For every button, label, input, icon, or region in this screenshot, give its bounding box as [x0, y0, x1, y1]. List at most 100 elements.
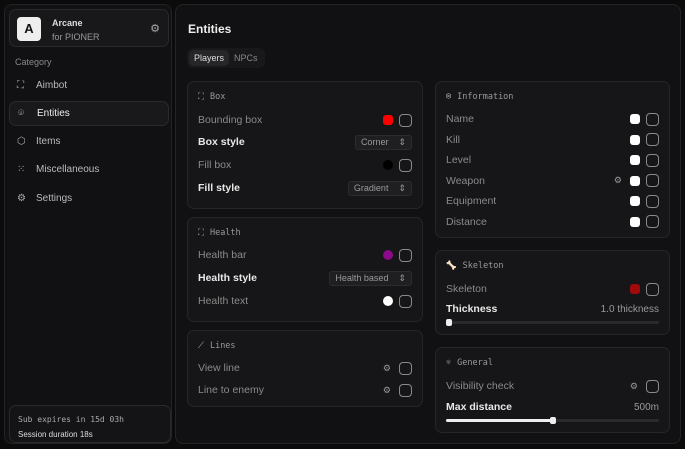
- card-title: General: [457, 358, 493, 368]
- skeleton-color[interactable]: [630, 284, 640, 294]
- scan-user-icon: ⌾: [446, 92, 452, 102]
- general-card: ☼ General Visibility check ⚙ Max distance 5…: [435, 347, 670, 433]
- info-color[interactable]: [630, 134, 640, 145]
- health-text-color[interactable]: [383, 296, 393, 306]
- lines-card: ⟋ Lines View line ⚙ Line to enemy ⚙: [187, 330, 423, 407]
- line-icon: ⟋: [198, 341, 204, 351]
- info-color[interactable]: [630, 155, 640, 165]
- max-distance-value: 500m: [633, 401, 659, 413]
- grid-icon: ⁙: [17, 164, 26, 175]
- sidebar-item-entities[interactable]: ⌾ Entities: [9, 101, 169, 126]
- info-color[interactable]: [630, 196, 640, 206]
- info-color[interactable]: [630, 114, 640, 124]
- chevron-updown-icon: ⇕: [398, 182, 406, 193]
- box-style-select[interactable]: Corner ⇕: [354, 134, 412, 150]
- bounding-box-label: Bounding box: [198, 114, 263, 126]
- gear-icon[interactable]: ⚙: [382, 384, 391, 395]
- line-to-enemy-checkbox[interactable]: [399, 383, 412, 397]
- chevron-updown-icon: ⇕: [398, 136, 406, 147]
- info-row-weapon: Weapon ⚙: [446, 171, 659, 191]
- gear-icon[interactable]: ⚙: [613, 175, 622, 185]
- health-text-label: Health text: [198, 295, 249, 307]
- visibility-check-label: Visibility check: [446, 380, 515, 392]
- info-label: Name: [446, 113, 475, 125]
- slider-handle[interactable]: [446, 319, 452, 326]
- health-bar-color[interactable]: [383, 250, 393, 260]
- sidebar: A Arcane for PIONER ⚙ Category ⛶ Aimbot ⌾…: [4, 4, 172, 444]
- skeleton-checkbox[interactable]: [646, 282, 659, 296]
- sidebar-item-label: Entities: [37, 108, 70, 119]
- gear-icon: ⚙: [17, 193, 26, 204]
- info-label: Weapon: [446, 174, 485, 187]
- sidebar-item-label: Settings: [36, 193, 73, 204]
- box-card: ⛶ Box Bounding box Box style Corner ⇕ Fill …: [187, 81, 423, 209]
- scan-user-icon: ⌾: [18, 108, 24, 119]
- info-checkbox[interactable]: [646, 174, 659, 187]
- health-card: ⛶ Health Health bar Health style Health ba…: [187, 217, 423, 322]
- sidebar-item-miscellaneous[interactable]: ⁙ Miscellaneous: [9, 157, 169, 182]
- tab-bar: Players NPCs: [187, 48, 265, 68]
- card-title: Health: [209, 228, 241, 238]
- sidebar-item-label: Miscellaneous: [36, 164, 100, 175]
- thickness-label: Thickness: [446, 303, 498, 315]
- box-frame-icon: ⛶: [198, 92, 204, 102]
- select-value: Corner: [360, 137, 389, 147]
- info-checkbox[interactable]: [646, 153, 659, 167]
- health-style-label: Health style: [198, 272, 257, 284]
- tab-players[interactable]: Players: [189, 50, 230, 66]
- info-row-name: Name: [446, 109, 659, 129]
- skeleton-label: Skeleton: [446, 283, 487, 295]
- sub-expires: Sub expires in 15d 03h: [18, 415, 124, 424]
- tab-npcs[interactable]: NPCs: [234, 53, 258, 63]
- app-subtitle: for PIONER: [52, 32, 100, 42]
- info-checkbox[interactable]: [646, 112, 659, 126]
- gear-icon[interactable]: ⚙: [150, 23, 160, 35]
- thickness-slider[interactable]: [446, 319, 659, 326]
- info-checkbox[interactable]: [646, 133, 659, 146]
- bounding-box-color[interactable]: [383, 115, 393, 125]
- gear-icon[interactable]: ⚙: [382, 362, 391, 373]
- info-label: Level: [446, 154, 472, 166]
- info-label: Distance: [446, 215, 487, 228]
- health-bar-checkbox[interactable]: [399, 248, 412, 262]
- select-value: Health based: [335, 273, 389, 283]
- slider-fill: [446, 419, 553, 422]
- card-title: Lines: [209, 341, 236, 351]
- app-logo: A: [17, 17, 41, 41]
- fill-box-label: Fill box: [198, 159, 232, 171]
- sidebar-item-label: Aimbot: [36, 80, 68, 91]
- information-card: ⌾ Information Name Kill Level Weapon ⚙ Equipme…: [435, 81, 670, 238]
- info-color[interactable]: [630, 175, 640, 186]
- card-title: Box: [209, 92, 226, 102]
- box-style-label: Box style: [198, 136, 245, 148]
- info-checkbox[interactable]: [646, 215, 659, 228]
- box-frame-icon: ⛶: [198, 228, 204, 238]
- info-color[interactable]: [630, 216, 640, 227]
- slider-handle[interactable]: [549, 417, 556, 424]
- max-distance-slider[interactable]: [446, 417, 659, 424]
- health-bar-label: Health bar: [198, 249, 247, 261]
- main-panel: Entities Players NPCs ⛶ Box Bounding box …: [175, 4, 681, 444]
- fill-style-select[interactable]: Gradient ⇕: [347, 180, 412, 196]
- info-row-equipment: Equipment: [446, 191, 659, 211]
- fill-box-checkbox[interactable]: [399, 158, 412, 172]
- max-distance-label: Max distance: [446, 401, 512, 413]
- info-checkbox[interactable]: [646, 194, 659, 208]
- sidebar-item-aimbot[interactable]: ⛶ Aimbot: [9, 73, 169, 98]
- skeleton-card: 🦴 Skeleton Skeleton Thickness 1.0 thicknes…: [435, 250, 670, 335]
- fill-box-color[interactable]: [383, 160, 393, 170]
- info-label: Kill: [446, 133, 461, 146]
- sidebar-item-items[interactable]: ⬡ Items: [9, 129, 169, 154]
- gear-icon[interactable]: ⚙: [629, 380, 638, 391]
- view-line-checkbox[interactable]: [399, 361, 412, 375]
- select-value: Gradient: [353, 183, 389, 193]
- visibility-check-checkbox[interactable]: [646, 379, 659, 393]
- chevron-updown-icon: ⇕: [398, 272, 406, 283]
- sun-icon: ☼: [446, 358, 452, 368]
- thickness-value: 1.0 thickness: [600, 303, 659, 315]
- bounding-box-checkbox[interactable]: [399, 113, 412, 127]
- sidebar-item-settings[interactable]: ⚙ Settings: [9, 186, 169, 211]
- card-title: Information: [457, 92, 514, 102]
- health-style-select[interactable]: Health based ⇕: [329, 270, 412, 286]
- health-text-checkbox[interactable]: [399, 294, 412, 308]
